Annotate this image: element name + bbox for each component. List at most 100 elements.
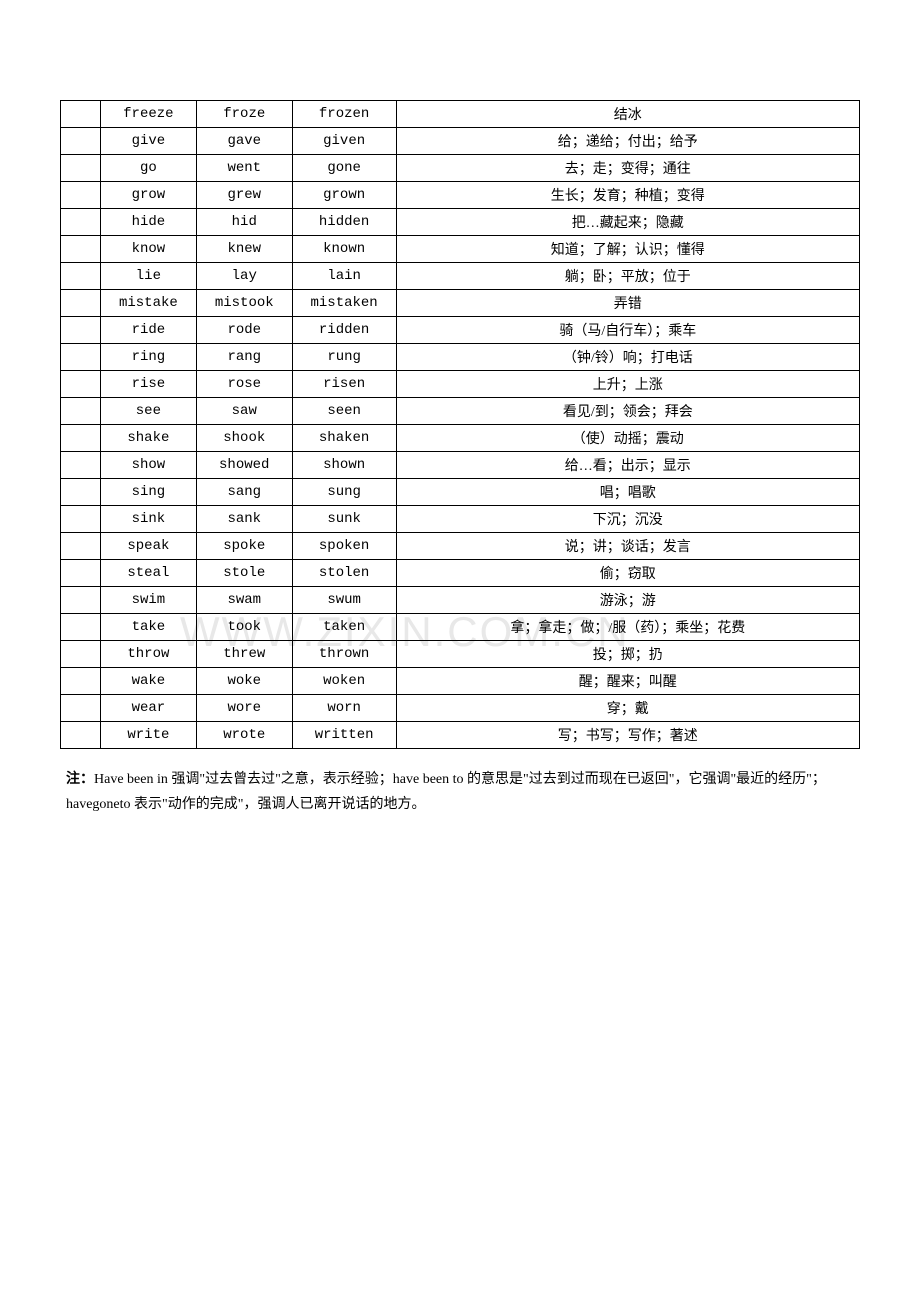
past-tense-cell: shook [196, 425, 292, 452]
past-participle-cell: taken [292, 614, 396, 641]
past-participle-cell: rung [292, 344, 396, 371]
base-form-cell: steal [100, 560, 196, 587]
base-form-cell: wear [100, 695, 196, 722]
blank-cell [61, 290, 101, 317]
table-row: seesawseen看见/到；领会；拜会 [61, 398, 860, 425]
past-participle-cell: woken [292, 668, 396, 695]
verb-table: freezefrozefrozen结冰givegavegiven给；递给；付出；… [60, 100, 860, 749]
past-participle-cell: ridden [292, 317, 396, 344]
past-participle-cell: stolen [292, 560, 396, 587]
meaning-cell: 偷；窃取 [396, 560, 859, 587]
table-row: taketooktaken拿；拿走；做；/服（药）；乘坐；花费 [61, 614, 860, 641]
meaning-cell: 给…看；出示；显示 [396, 452, 859, 479]
past-tense-cell: threw [196, 641, 292, 668]
table-row: wearworeworn穿；戴 [61, 695, 860, 722]
past-tense-cell: knew [196, 236, 292, 263]
blank-cell [61, 560, 101, 587]
table-row: swimswamswum游泳；游 [61, 587, 860, 614]
base-form-cell: go [100, 155, 196, 182]
blank-cell [61, 533, 101, 560]
past-tense-cell: sank [196, 506, 292, 533]
blank-cell [61, 344, 101, 371]
table-row: singsangsung唱；唱歌 [61, 479, 860, 506]
past-tense-cell: grew [196, 182, 292, 209]
past-tense-cell: sang [196, 479, 292, 506]
base-form-cell: write [100, 722, 196, 749]
base-form-cell: swim [100, 587, 196, 614]
base-form-cell: rise [100, 371, 196, 398]
meaning-cell: 穿；戴 [396, 695, 859, 722]
base-form-cell: speak [100, 533, 196, 560]
table-row: shakeshookshaken（使）动摇；震动 [61, 425, 860, 452]
past-participle-cell: seen [292, 398, 396, 425]
table-row: rideroderidden骑（马/自行车）；乘车 [61, 317, 860, 344]
note-label: 注： [66, 772, 94, 787]
base-form-cell: throw [100, 641, 196, 668]
past-tense-cell: hid [196, 209, 292, 236]
meaning-cell: 投；掷；扔 [396, 641, 859, 668]
base-form-cell: lie [100, 263, 196, 290]
past-participle-cell: spoken [292, 533, 396, 560]
past-participle-cell: written [292, 722, 396, 749]
past-participle-cell: sunk [292, 506, 396, 533]
base-form-cell: sink [100, 506, 196, 533]
past-tense-cell: stole [196, 560, 292, 587]
blank-cell [61, 128, 101, 155]
past-tense-cell: froze [196, 101, 292, 128]
table-row: writewrotewritten写；书写；写作；著述 [61, 722, 860, 749]
past-tense-cell: wrote [196, 722, 292, 749]
past-tense-cell: rose [196, 371, 292, 398]
table-row: freezefrozefrozen结冰 [61, 101, 860, 128]
past-participle-cell: swum [292, 587, 396, 614]
base-form-cell: ring [100, 344, 196, 371]
table-row: ringrangrung（钟/铃）响；打电话 [61, 344, 860, 371]
meaning-cell: 骑（马/自行车）；乘车 [396, 317, 859, 344]
past-tense-cell: rang [196, 344, 292, 371]
table-row: hidehidhidden把…藏起来；隐藏 [61, 209, 860, 236]
table-row: growgrewgrown生长；发育；种植；变得 [61, 182, 860, 209]
footnote: 注：Have been in 强调"过去曾去过"之意，表示经验；have bee… [60, 767, 860, 817]
blank-cell [61, 506, 101, 533]
past-participle-cell: shaken [292, 425, 396, 452]
blank-cell [61, 182, 101, 209]
blank-cell [61, 101, 101, 128]
blank-cell [61, 371, 101, 398]
blank-cell [61, 614, 101, 641]
meaning-cell: （使）动摇；震动 [396, 425, 859, 452]
table-row: knowknewknown知道；了解；认识；懂得 [61, 236, 860, 263]
base-form-cell: take [100, 614, 196, 641]
past-tense-cell: woke [196, 668, 292, 695]
meaning-cell: 下沉；沉没 [396, 506, 859, 533]
blank-cell [61, 317, 101, 344]
base-form-cell: ride [100, 317, 196, 344]
blank-cell [61, 587, 101, 614]
past-participle-cell: shown [292, 452, 396, 479]
past-participle-cell: grown [292, 182, 396, 209]
blank-cell [61, 452, 101, 479]
past-tense-cell: swam [196, 587, 292, 614]
base-form-cell: sing [100, 479, 196, 506]
base-form-cell: shake [100, 425, 196, 452]
meaning-cell: 把…藏起来；隐藏 [396, 209, 859, 236]
table-row: sinksanksunk下沉；沉没 [61, 506, 860, 533]
past-participle-cell: lain [292, 263, 396, 290]
past-participle-cell: thrown [292, 641, 396, 668]
past-tense-cell: wore [196, 695, 292, 722]
blank-cell [61, 236, 101, 263]
table-row: mistakemistookmistaken弄错 [61, 290, 860, 317]
blank-cell [61, 722, 101, 749]
blank-cell [61, 479, 101, 506]
past-participle-cell: hidden [292, 209, 396, 236]
blank-cell [61, 641, 101, 668]
base-form-cell: know [100, 236, 196, 263]
past-tense-cell: rode [196, 317, 292, 344]
past-tense-cell: showed [196, 452, 292, 479]
meaning-cell: 说；讲；谈话；发言 [396, 533, 859, 560]
past-tense-cell: went [196, 155, 292, 182]
base-form-cell: see [100, 398, 196, 425]
base-form-cell: mistake [100, 290, 196, 317]
base-form-cell: give [100, 128, 196, 155]
base-form-cell: hide [100, 209, 196, 236]
table-row: stealstolestolen偷；窃取 [61, 560, 860, 587]
past-participle-cell: frozen [292, 101, 396, 128]
